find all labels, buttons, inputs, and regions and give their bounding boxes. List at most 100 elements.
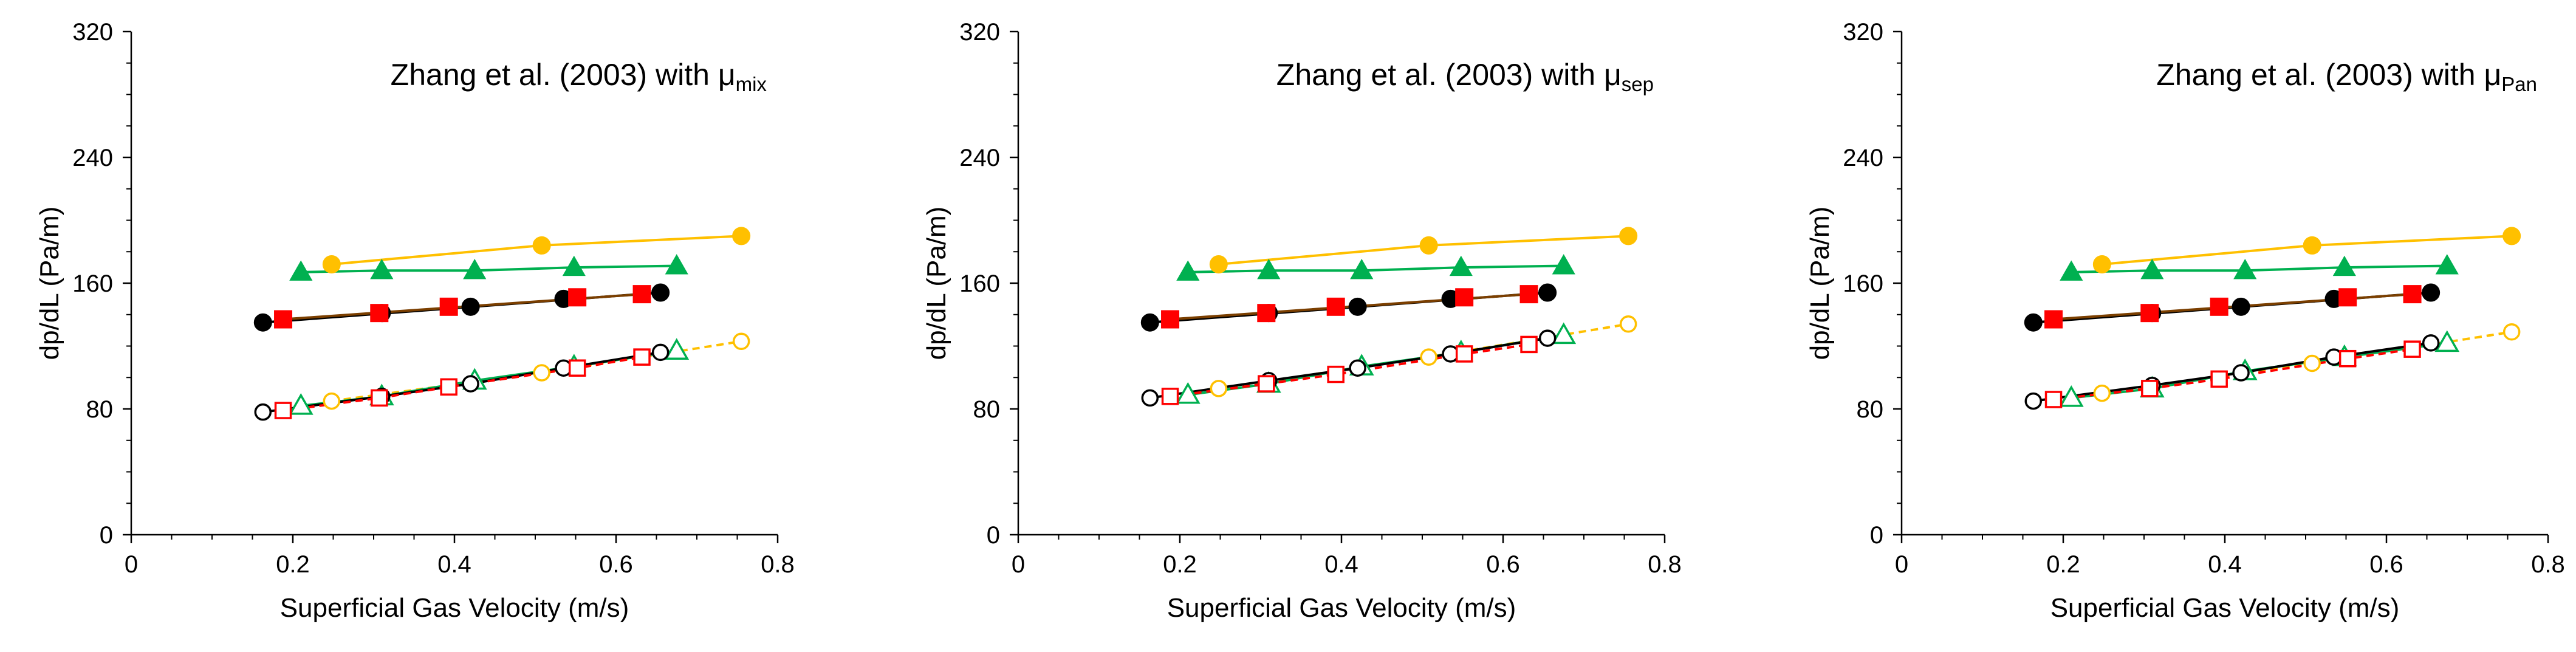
- data-point-model-red: [371, 389, 388, 407]
- data-point-exp-black: [2024, 313, 2043, 332]
- data-point-model-orange: [323, 392, 341, 410]
- data-point-exp-black: [461, 297, 480, 316]
- data-point-model-black: [254, 403, 272, 421]
- series-line-model-red: [2053, 348, 2413, 401]
- y-tick-label: 80: [86, 396, 114, 423]
- y-tick-label: 320: [959, 19, 1000, 46]
- data-point-exp-red: [568, 288, 587, 307]
- data-point-model-red: [274, 402, 292, 419]
- data-point-model-red: [1520, 335, 1538, 354]
- y-axis-title: dp/dL (Pa/m): [922, 207, 951, 360]
- x-tick-label: 0: [1895, 551, 1908, 578]
- data-point-exp-orange: [322, 255, 341, 273]
- data-point-model-green: [2058, 385, 2084, 407]
- data-point-exp-red: [2210, 297, 2228, 316]
- data-point-model-orange: [2303, 354, 2321, 372]
- panel-title-subscript: sep: [1622, 73, 1654, 95]
- data-point-exp-red: [1326, 297, 1345, 316]
- data-point-exp-red: [370, 304, 389, 323]
- y-tick-label: 320: [72, 19, 113, 46]
- x-tick-label: 0.2: [1163, 551, 1197, 578]
- chart-panel-3: 0 80 160 240 320 0 0.2 0.4 0.6 0.8 Superficial Gas…: [1805, 19, 2565, 623]
- data-point-model-black: [1349, 359, 1366, 377]
- data-point-exp-green: [2435, 254, 2459, 275]
- panel-title-subscript: Pan: [2501, 73, 2537, 95]
- data-point-exp-black: [1538, 283, 1557, 302]
- y-tick-label: 80: [1857, 396, 1884, 423]
- data-point-exp-red: [274, 310, 293, 329]
- data-point-model-red: [633, 348, 651, 366]
- y-tick-label: 240: [1843, 145, 1883, 171]
- data-point-exp-red: [632, 285, 651, 304]
- data-point-exp-black: [2422, 283, 2441, 302]
- panel-title-subscript: mix: [736, 73, 767, 95]
- data-point-exp-green: [289, 260, 313, 281]
- data-point-model-black: [1141, 389, 1159, 407]
- data-point-model-orange: [533, 364, 550, 382]
- x-axis-title: Superficial Gas Velocity (m/s): [2050, 593, 2400, 623]
- data-point-model-orange: [732, 332, 750, 350]
- chart-panel-2: 0 80 160 240 320 0 0.2 0.4 0.6 0.8 Superficial Gas…: [922, 19, 1682, 623]
- data-point-exp-green: [2233, 258, 2257, 280]
- y-tick-label: 240: [72, 145, 113, 171]
- data-point-model-orange: [1420, 348, 1437, 366]
- data-point-exp-black: [651, 283, 670, 302]
- data-point-model-red: [2403, 340, 2421, 358]
- data-point-model-black: [1538, 329, 1557, 347]
- data-point-exp-green: [1552, 254, 1575, 275]
- data-point-model-red: [2338, 349, 2357, 368]
- data-point-model-green: [288, 393, 313, 415]
- data-point-exp-red: [2140, 304, 2159, 323]
- x-tick-label: 0.6: [2369, 551, 2403, 578]
- data-point-exp-green: [1257, 258, 1281, 280]
- x-tick-label: 0.8: [2531, 551, 2565, 578]
- y-tick-label: 0: [100, 522, 113, 549]
- data-point-exp-orange: [1209, 255, 1228, 273]
- y-tick-label: 160: [959, 270, 1000, 297]
- data-point-exp-orange: [2502, 227, 2521, 245]
- x-tick-label: 0.4: [437, 551, 471, 578]
- data-point-exp-black: [1140, 313, 1159, 332]
- data-point-exp-green: [1350, 258, 1374, 280]
- x-tick-label: 0.6: [1486, 551, 1520, 578]
- data-point-model-orange: [2502, 323, 2521, 341]
- y-tick-label: 160: [72, 270, 113, 297]
- data-point-exp-green: [1176, 260, 1200, 281]
- data-point-model-red: [440, 378, 457, 396]
- data-point-exp-green: [2140, 258, 2164, 280]
- x-tick-label: 0.4: [2208, 551, 2242, 578]
- y-axis-title: dp/dL (Pa/m): [1805, 207, 1835, 360]
- y-tick-label: 320: [1843, 19, 1883, 46]
- data-point-exp-green: [370, 258, 394, 280]
- data-point-exp-orange: [1619, 227, 1638, 245]
- series-line-exp-green: [301, 264, 677, 273]
- data-point-exp-orange: [532, 236, 551, 255]
- y-tick-label: 0: [1870, 522, 1883, 549]
- x-axis-title: Superficial Gas Velocity (m/s): [280, 593, 629, 623]
- data-point-exp-green: [2332, 255, 2356, 276]
- data-point-model-black: [2024, 392, 2043, 410]
- data-point-model-green: [1175, 382, 1201, 404]
- data-point-exp-green: [463, 258, 487, 280]
- chart-panel-1: 0 80 160 240 320 0 0.2 0.4 0.6 0.8 Superficial Gas…: [35, 19, 795, 623]
- data-point-model-black: [462, 375, 479, 393]
- x-tick-label: 0.8: [761, 551, 795, 578]
- data-point-exp-black: [253, 313, 272, 332]
- data-point-model-red: [2141, 380, 2159, 397]
- series-line-exp-green: [1188, 264, 1564, 273]
- panel-title: Zhang et al. (2003) with μPan: [2156, 58, 2537, 95]
- y-tick-label: 240: [959, 145, 1000, 171]
- data-point-exp-orange: [1419, 236, 1438, 255]
- data-point-model-black: [2422, 334, 2440, 352]
- data-point-model-green: [2434, 330, 2460, 352]
- x-tick-label: 0.4: [1324, 551, 1358, 578]
- data-point-exp-red: [439, 297, 458, 316]
- data-point-model-orange: [2093, 384, 2111, 402]
- data-point-model-red: [2044, 391, 2063, 408]
- data-point-model-red: [1327, 365, 1345, 383]
- x-tick-label: 0: [1012, 551, 1025, 578]
- data-point-exp-red: [2403, 285, 2422, 304]
- data-point-model-red: [1455, 345, 1473, 363]
- x-tick-label: 0.2: [2046, 551, 2080, 578]
- data-point-model-red: [1161, 388, 1179, 405]
